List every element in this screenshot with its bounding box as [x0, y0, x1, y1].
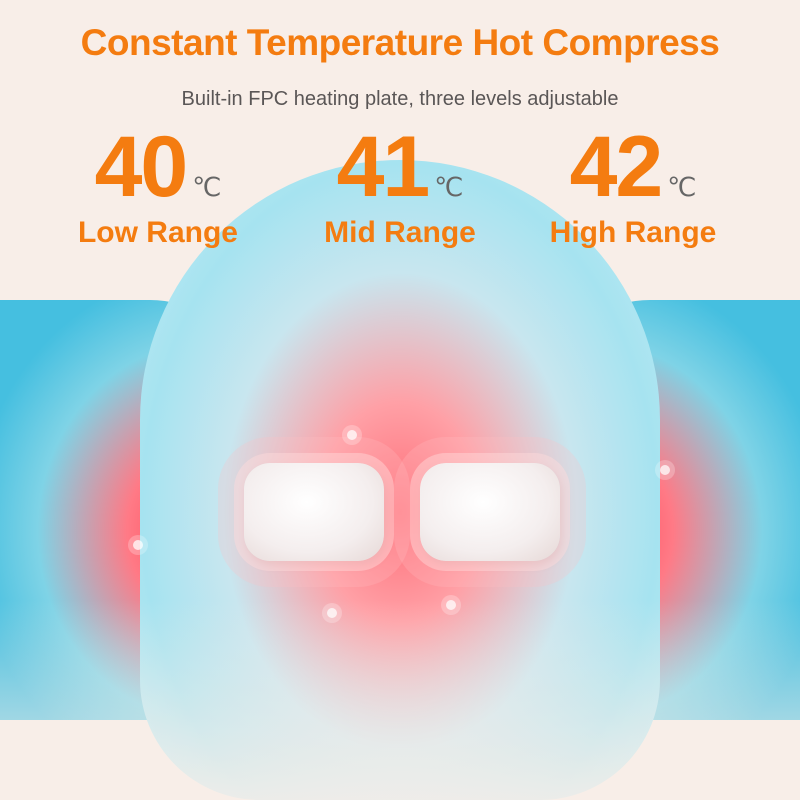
- celsius-unit: ℃: [434, 172, 464, 202]
- temperature-value: 40: [94, 119, 189, 215]
- temperature-value: 41: [336, 119, 431, 215]
- heat-dot: [347, 430, 357, 440]
- heat-dot: [133, 540, 143, 550]
- heating-pad-right: [420, 463, 560, 561]
- heat-dot: [327, 608, 337, 618]
- level-label: Mid Range: [324, 216, 476, 249]
- heat-dot: [660, 465, 670, 475]
- level-label: High Range: [549, 216, 717, 249]
- heating-pad-left: [244, 463, 384, 561]
- page-subtitle: Built-in FPC heating plate, three levels…: [181, 88, 619, 110]
- heat-dot: [446, 600, 456, 610]
- bottom-fade: [0, 600, 800, 800]
- celsius-unit: ℃: [192, 172, 222, 202]
- page-title: Constant Temperature Hot Compress: [80, 22, 720, 63]
- level-mid: 41 ℃ Mid Range: [270, 122, 530, 250]
- level-label: Low Range: [77, 216, 238, 249]
- level-high: 42 ℃ High Range: [503, 122, 763, 250]
- level-low: 40 ℃ Low Range: [28, 122, 288, 250]
- temperature-value: 42: [569, 119, 664, 215]
- celsius-unit: ℃: [667, 172, 697, 202]
